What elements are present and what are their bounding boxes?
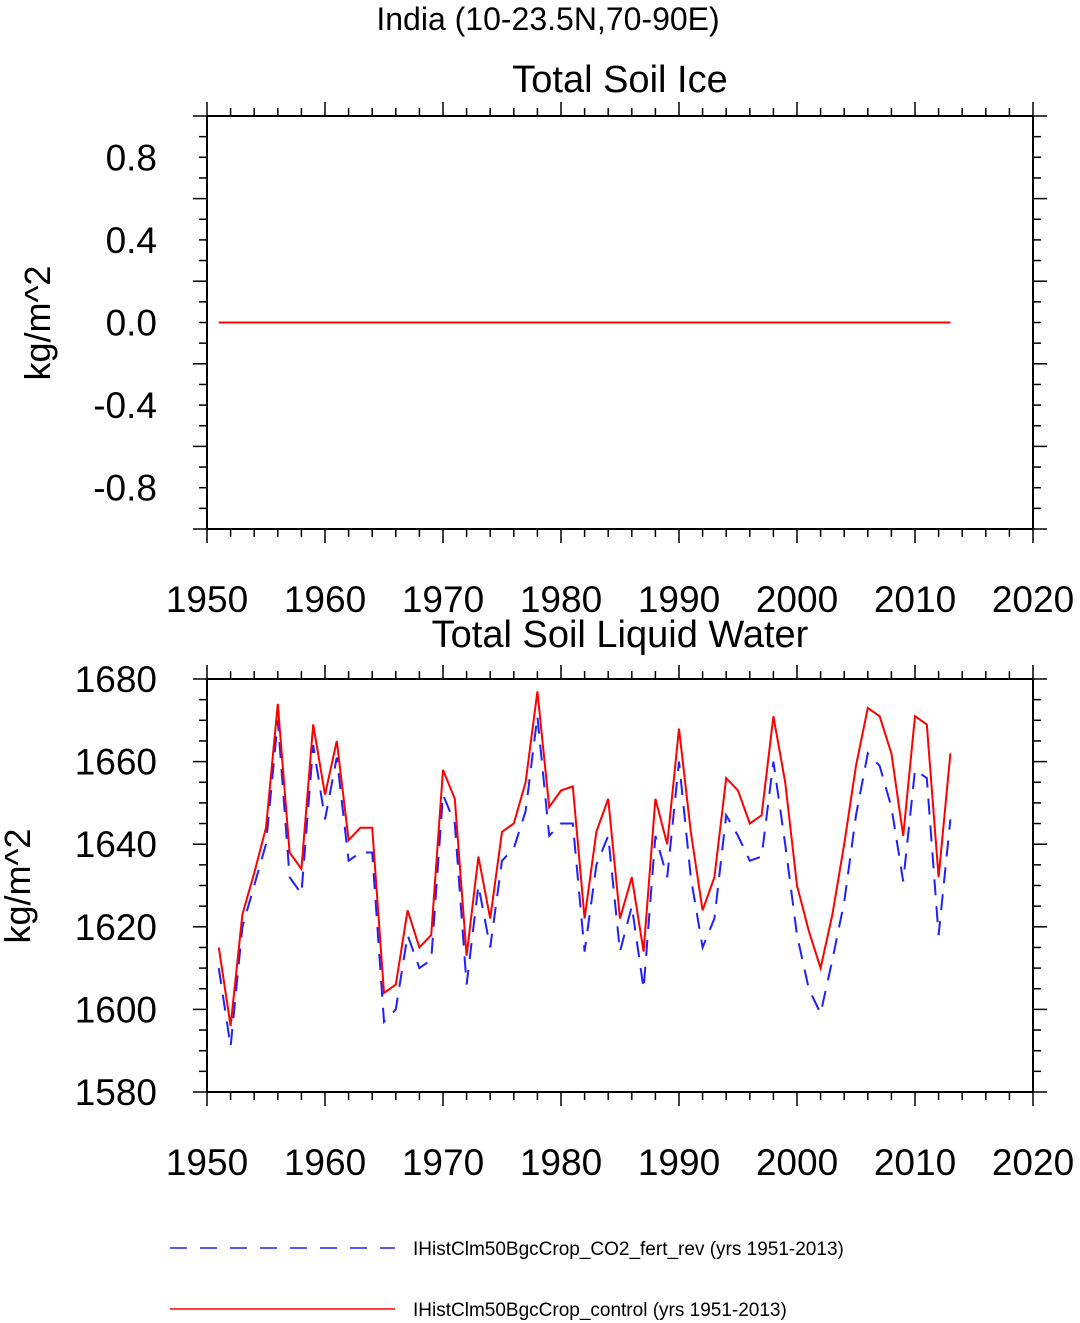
y-tick-label: -0.4 bbox=[93, 385, 157, 426]
series-line-co2-fert-rev bbox=[217, 716, 952, 1047]
y-tick-label: -0.8 bbox=[93, 468, 157, 509]
x-tick-label: 1980 bbox=[520, 1142, 602, 1183]
series-lines bbox=[217, 691, 952, 1047]
x-tick-label: 1960 bbox=[284, 579, 366, 620]
y-tick-label: 1580 bbox=[75, 1072, 157, 1113]
x-tick-label: 2000 bbox=[756, 579, 838, 620]
figure-suptitle: India (10-23.5N,70-90E) bbox=[376, 1, 719, 37]
x-tick-label: 1950 bbox=[166, 1142, 248, 1183]
x-tick-label: 1990 bbox=[638, 1142, 720, 1183]
y-tick-label: 1640 bbox=[75, 824, 157, 865]
x-tick-label: 2010 bbox=[874, 579, 956, 620]
x-tick-label: 1980 bbox=[520, 579, 602, 620]
plot-frame bbox=[206, 678, 1034, 1093]
y-tick-label: 1620 bbox=[75, 907, 157, 948]
chart-title: Total Soil Liquid Water bbox=[432, 614, 809, 656]
plot-frame bbox=[206, 115, 1034, 530]
x-tick-label: 1970 bbox=[402, 1142, 484, 1183]
x-tick-label: 1960 bbox=[284, 1142, 366, 1183]
x-tick-label: 1990 bbox=[638, 579, 720, 620]
legend-label: IHistClm50BgcCrop_CO2_fert_rev (yrs 1951… bbox=[413, 1239, 844, 1260]
axis-ticks: 1950 1960 1970 1980 1990 2000 2010 2020 0.8 0.4 0.… bbox=[93, 102, 1074, 620]
y-tick-label: 0.0 bbox=[106, 303, 157, 344]
y-tick-label: 0.8 bbox=[106, 137, 157, 178]
x-tick-label: 2000 bbox=[756, 1142, 838, 1183]
x-tick-label: 1970 bbox=[402, 579, 484, 620]
x-tick-label: 2020 bbox=[992, 579, 1074, 620]
legend: IHistClm50BgcCrop_CO2_fert_rev (yrs 1951… bbox=[170, 1239, 844, 1321]
y-tick-label: 0.4 bbox=[106, 220, 157, 261]
chart-title: Total Soil Ice bbox=[512, 59, 727, 101]
x-tick-label: 2020 bbox=[992, 1142, 1074, 1183]
total-soil-liquid-water-panel: Total Soil Liquid Water kg/m^2 1950 1960 1… bbox=[0, 614, 1074, 1183]
legend-label: IHistClm50BgcCrop_control (yrs 1951-2013… bbox=[413, 1300, 787, 1321]
y-axis-label: kg/m^2 bbox=[0, 829, 38, 944]
y-axis-label: kg/m^2 bbox=[17, 266, 58, 381]
total-soil-ice-panel: Total Soil Ice kg/m^2 1950 1960 1970 1980 19… bbox=[17, 59, 1074, 620]
x-tick-label: 1950 bbox=[166, 579, 248, 620]
y-tick-label: 1600 bbox=[75, 989, 157, 1030]
y-tick-label: 1660 bbox=[75, 742, 157, 783]
y-tick-label: 1680 bbox=[75, 659, 157, 700]
series-line-control bbox=[217, 691, 952, 1027]
axis-ticks: 1950 1960 1970 1980 1990 2000 2010 2020 1680 1660… bbox=[75, 659, 1074, 1183]
x-tick-label: 2010 bbox=[874, 1142, 956, 1183]
